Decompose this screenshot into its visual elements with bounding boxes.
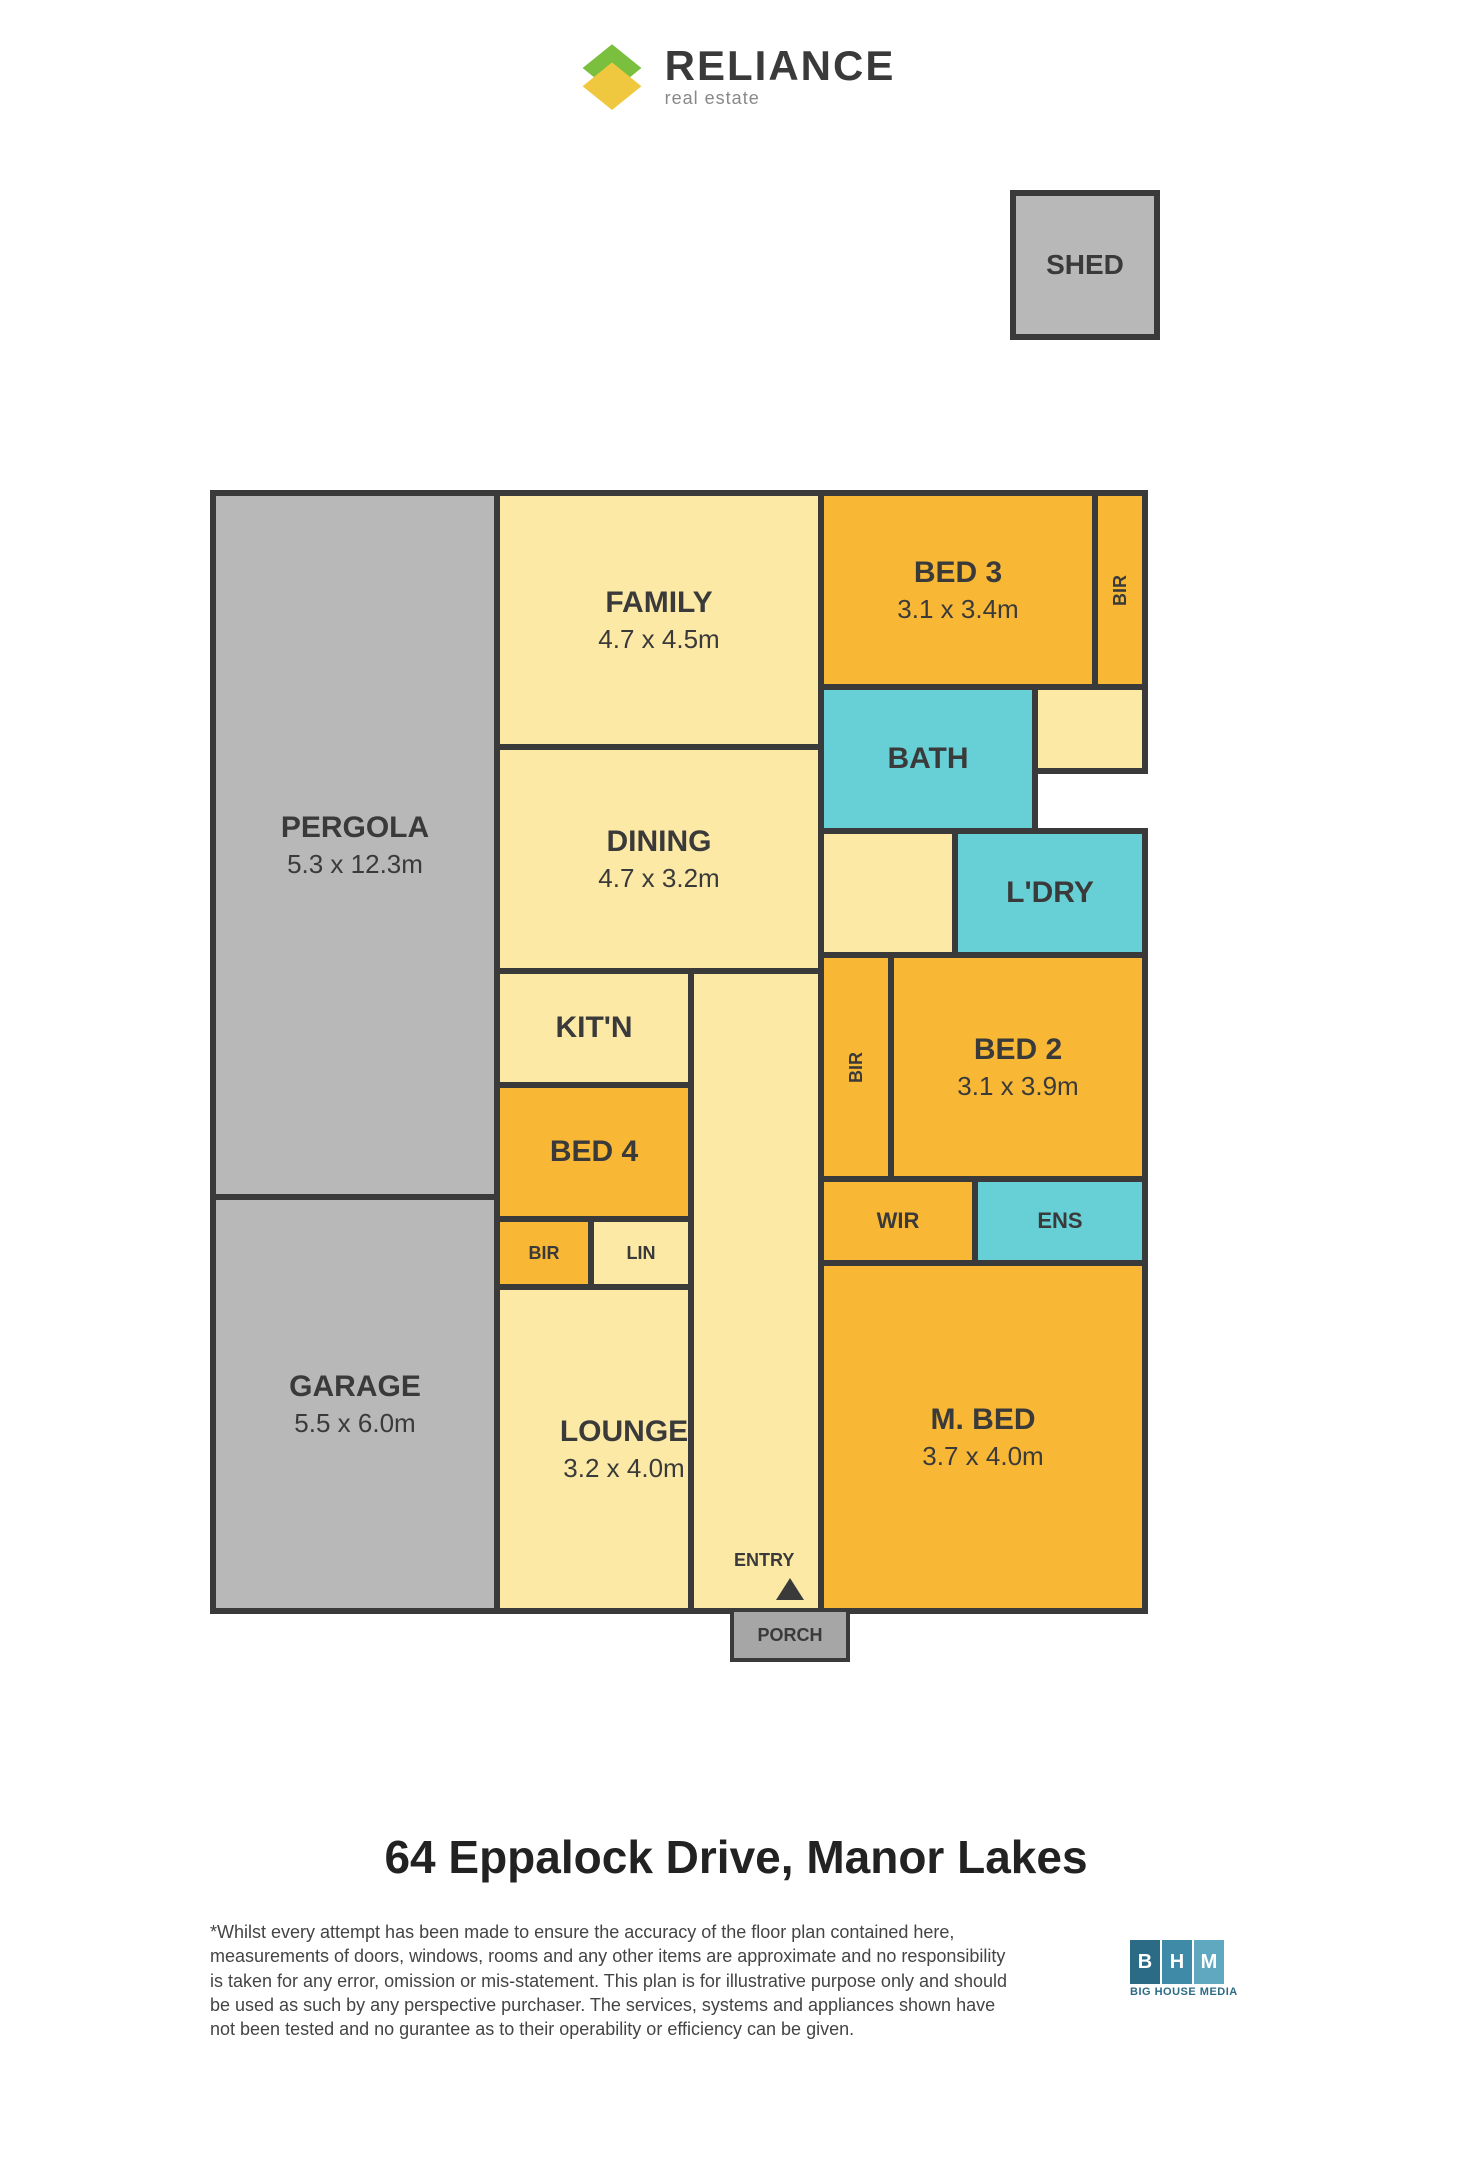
room-bir2: BIR: [818, 952, 894, 1182]
brand-header: RELIANCE real estate: [0, 40, 1472, 115]
room-hall2: [818, 828, 958, 958]
room-name-garage: GARAGE: [289, 1370, 421, 1404]
room-kitchen: KIT'N: [494, 968, 694, 1088]
room-dims-dining: 4.7 x 3.2m: [598, 863, 719, 894]
property-address: 64 Eppalock Drive, Manor Lakes: [0, 1830, 1472, 1884]
room-dims-garage: 5.5 x 6.0m: [294, 1408, 415, 1439]
shed-label: SHED: [1016, 196, 1154, 334]
room-name-mbed: M. BED: [931, 1403, 1036, 1437]
brand-name: RELIANCE: [665, 42, 896, 90]
room-garage: GARAGE 5.5 x 6.0m: [210, 1194, 500, 1614]
reliance-logo-icon: [577, 40, 647, 110]
room-bed3: BED 3 3.1 x 3.4m: [818, 490, 1098, 690]
entry-arrow-icon: [776, 1578, 804, 1600]
disclaimer-text: *Whilst every attempt has been made to e…: [210, 1920, 1010, 2041]
room-dims-bed2: 3.1 x 3.9m: [957, 1071, 1078, 1102]
room-hall: [688, 968, 824, 1614]
room-dims-bed3: 3.1 x 3.4m: [897, 594, 1018, 625]
room-name-lin: LIN: [627, 1243, 656, 1264]
room-bir3: BIR: [1092, 490, 1148, 690]
room-name-pergola: PERGOLA: [281, 811, 429, 845]
porch: PORCH: [730, 1608, 850, 1662]
room-name-wir: WIR: [877, 1208, 920, 1234]
room-name-bir3: BIR: [1110, 575, 1131, 606]
room-ldry: L'DRY: [952, 828, 1148, 958]
room-name-bath: BATH: [887, 742, 968, 776]
room-name-lounge: LOUNGE: [560, 1415, 688, 1449]
room-name-bed2: BED 2: [974, 1033, 1062, 1067]
bhm-letter-h: H: [1162, 1940, 1192, 1984]
room-name-bed4: BED 4: [550, 1135, 638, 1169]
room-wir: WIR: [818, 1176, 978, 1266]
room-name-bed3: BED 3: [914, 556, 1002, 590]
room-dims-mbed: 3.7 x 4.0m: [922, 1441, 1043, 1472]
room-name-dining: DINING: [607, 825, 712, 859]
room-name-bir: BIR: [529, 1243, 560, 1264]
room-ens: ENS: [972, 1176, 1148, 1266]
room-lin: LIN: [588, 1216, 694, 1290]
brand-tagline: real estate: [665, 88, 896, 109]
room-dims-lounge: 3.2 x 4.0m: [563, 1453, 684, 1484]
bhm-letter-m: M: [1194, 1940, 1224, 1984]
room-dims-family: 4.7 x 4.5m: [598, 624, 719, 655]
room-dims-pergola: 5.3 x 12.3m: [287, 849, 423, 880]
room-bath: BATH: [818, 684, 1038, 834]
room-mbed: M. BED 3.7 x 4.0m: [818, 1260, 1148, 1614]
room-bed4: BED 4: [494, 1082, 694, 1222]
room-bed2: BED 2 3.1 x 3.9m: [888, 952, 1148, 1182]
room-family: FAMILY 4.7 x 4.5m: [494, 490, 824, 750]
bhm-logo: BHM BIG HOUSE MEDIA: [1130, 1940, 1238, 1998]
room-name-family: FAMILY: [605, 586, 712, 620]
room-name-kitchen: KIT'N: [555, 1011, 632, 1045]
room-dining: DINING 4.7 x 3.2m: [494, 744, 824, 974]
shed-box: SHED: [1010, 190, 1160, 340]
room-name-ldry: L'DRY: [1006, 876, 1094, 910]
entry-label: ENTRY: [734, 1550, 794, 1571]
room-name-bir2: BIR: [846, 1052, 867, 1083]
bhm-letter-b: B: [1130, 1940, 1160, 1984]
bhm-subtext: BIG HOUSE MEDIA: [1130, 1986, 1238, 1998]
floorplan: PERGOLA 5.3 x 12.3m GARAGE 5.5 x 6.0m FAMILY…: [210, 490, 1170, 1690]
room-name-ens: ENS: [1037, 1208, 1082, 1234]
room-pergola: PERGOLA 5.3 x 12.3m: [210, 490, 500, 1200]
room-wc: [1032, 684, 1148, 774]
room-bir: BIR: [494, 1216, 594, 1290]
